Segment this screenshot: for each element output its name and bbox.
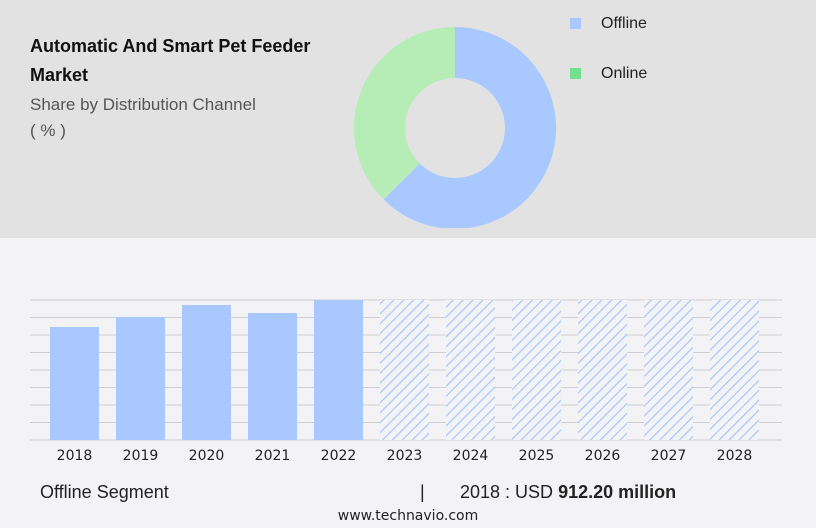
subtitle: Share by Distribution Channel ( % ) [30,92,256,144]
legend-label: Online [601,65,648,82]
unit-text: ( % ) [30,121,66,140]
x-tick-label: 2021 [255,448,291,464]
x-tick-label: 2028 [717,448,753,464]
page-title: Automatic And Smart Pet Feeder Market [30,36,311,85]
legend-label: Offline [601,15,647,32]
bar-2021 [248,313,297,440]
forecast-bar-2028 [710,300,759,440]
forecast-bar-2024 [446,300,495,440]
forecast-bar-2026 [578,300,627,440]
x-tick-label: 2018 [57,448,93,464]
bar-2022 [314,300,363,440]
bar-2019 [116,316,165,440]
separator: | [420,482,425,502]
legend-online: Online [570,65,647,83]
x-tick-label: 2025 [519,448,555,464]
legend-offline: Offline [570,15,647,33]
x-tick-label: 2022 [321,448,357,464]
x-tick-label: 2024 [453,448,489,464]
x-tick-label: 2027 [651,448,687,464]
value-prefix: 2018 : USD [460,482,554,502]
donut-slice-offline [383,27,556,229]
x-tick-label: 2020 [189,448,225,464]
bar-2018 [50,326,99,440]
donut-clip [340,228,580,238]
legend-swatch [570,68,581,79]
x-tick-label: 2026 [585,448,621,464]
source-url: www.technavio.com [337,508,479,524]
value-amount: 912.20 million [558,482,677,502]
donut-slice-online [353,27,455,200]
legend-swatch [570,18,581,29]
forecast-bar-2027 [644,300,693,440]
forecast-bar-2023 [380,300,429,440]
bar-2020 [182,304,231,440]
x-tick-label: 2023 [387,448,423,464]
forecast-bar-2025 [512,300,561,440]
x-tick-label: 2019 [123,448,159,464]
segment-label: Offline Segment [40,482,169,502]
subtitle-text: Share by Distribution Channel [30,95,256,114]
segment-value: 2018 : USD 912.20 million [460,482,676,503]
